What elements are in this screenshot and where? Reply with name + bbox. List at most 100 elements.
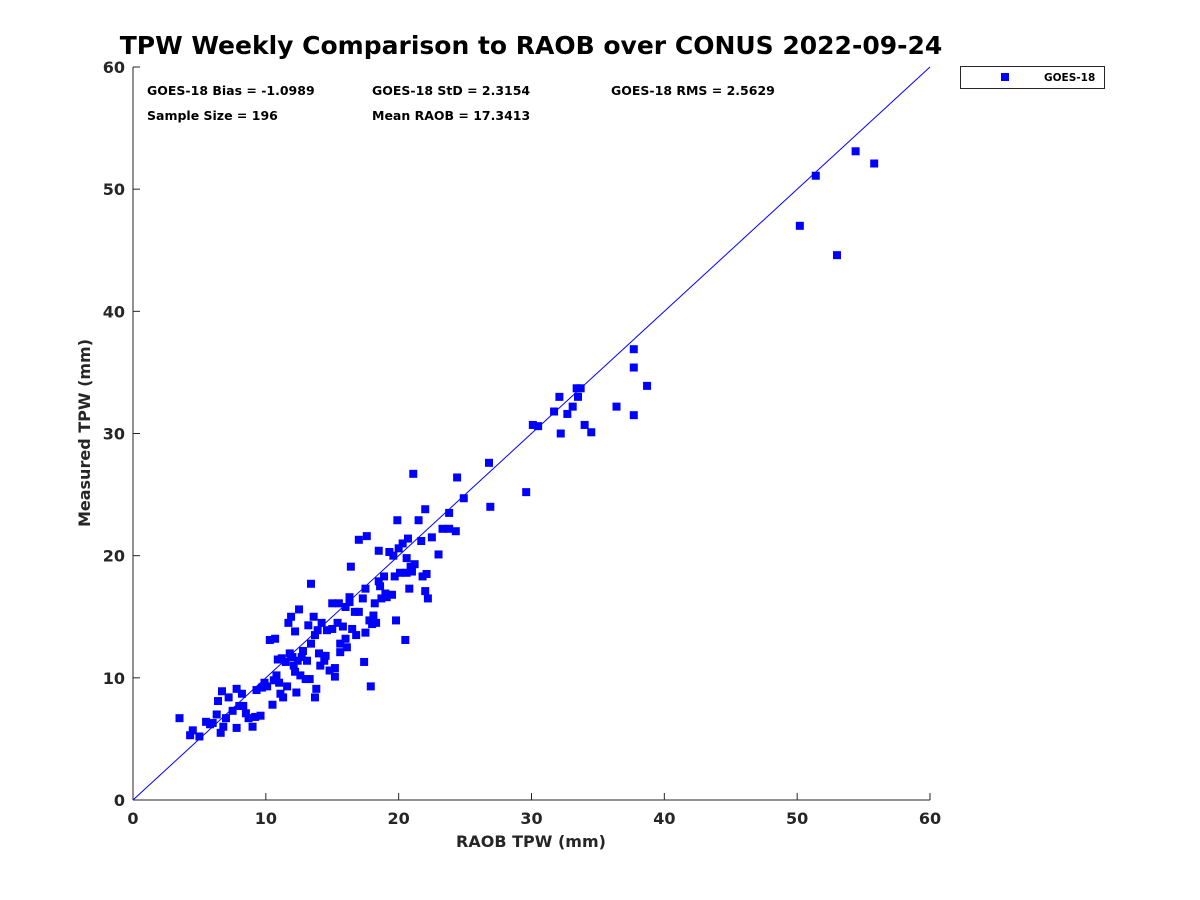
x-tick-label: 0 (127, 809, 138, 828)
data-point (345, 598, 354, 607)
data-point (410, 560, 419, 569)
data-point (299, 646, 308, 655)
data-point (305, 675, 314, 684)
data-point (272, 671, 281, 680)
x-tick-label: 60 (919, 809, 941, 828)
data-point (312, 684, 321, 693)
stat-mean-raob: Mean RAOB = 17.3413 (372, 108, 530, 123)
data-point (434, 550, 443, 559)
data-point (522, 488, 531, 497)
y-tick-label: 40 (103, 302, 125, 321)
data-point (283, 682, 292, 691)
data-point (237, 689, 246, 698)
x-tick-label: 10 (255, 809, 277, 828)
data-point (232, 723, 241, 732)
data-point (382, 593, 391, 602)
data-point (576, 384, 585, 393)
data-point (348, 624, 357, 633)
data-point (296, 671, 305, 680)
data-point (334, 599, 343, 608)
data-point (422, 569, 431, 578)
data-point (333, 618, 342, 627)
x-axis-label: RAOB TPW (mm) (456, 832, 606, 851)
data-point (409, 469, 418, 478)
data-point (325, 666, 334, 675)
stat-std: GOES-18 StD = 2.3154 (372, 83, 530, 98)
data-point (453, 473, 462, 482)
data-point (393, 516, 402, 525)
data-point (341, 634, 350, 643)
data-point (484, 458, 493, 467)
data-point (403, 534, 412, 543)
data-point (372, 618, 381, 627)
data-point (224, 693, 233, 702)
data-point (563, 409, 572, 418)
data-point (321, 651, 330, 660)
data-point (417, 537, 426, 546)
data-point (568, 402, 577, 411)
x-axis-ticks: 0 10 20 30 40 50 60 (127, 793, 941, 828)
stat-sample-size: Sample Size = 196 (147, 108, 278, 123)
data-point (451, 527, 460, 536)
y-tick-label: 10 (103, 669, 125, 688)
data-point (811, 171, 820, 180)
data-point (219, 722, 228, 731)
data-point (287, 612, 296, 621)
data-point (216, 728, 225, 737)
data-point (407, 567, 416, 576)
data-point (217, 687, 226, 696)
data-point (612, 402, 621, 411)
y-tick-label: 30 (103, 425, 125, 444)
data-point (629, 363, 638, 372)
data-point (341, 602, 350, 611)
y-tick-label: 0 (114, 791, 125, 810)
data-point (328, 599, 337, 608)
data-point (573, 392, 582, 401)
data-point (401, 635, 410, 644)
data-point (281, 657, 290, 666)
y-tick-label: 20 (103, 547, 125, 566)
data-point (330, 672, 339, 681)
data-point (322, 626, 331, 635)
data-point (851, 147, 860, 156)
legend-marker (1001, 73, 1009, 81)
data-point (314, 649, 323, 658)
data-point (629, 345, 638, 354)
data-point (376, 582, 385, 591)
x-tick-label: 20 (388, 809, 410, 828)
data-point (256, 711, 265, 720)
data-point (370, 599, 379, 608)
data-point (870, 159, 879, 168)
data-point (175, 714, 184, 723)
data-point (643, 381, 652, 390)
data-point (374, 546, 383, 555)
data-point (445, 508, 454, 517)
data-point (345, 593, 354, 602)
data-point (629, 411, 638, 420)
data-point (402, 568, 411, 577)
data-point (402, 554, 411, 563)
data-point (268, 700, 277, 709)
data-point (398, 539, 407, 548)
data-point (252, 686, 261, 695)
data-point (394, 544, 403, 553)
data-point (389, 551, 398, 560)
data-point (354, 535, 363, 544)
data-point (214, 697, 223, 706)
data-point (534, 422, 543, 431)
data-point (317, 618, 326, 627)
data-point (328, 624, 337, 633)
data-point (423, 594, 432, 603)
stats-annotations: GOES-18 Bias = -1.0989 GOES-18 StD = 2.3… (147, 83, 775, 123)
data-point (251, 712, 260, 721)
data-point (232, 684, 241, 693)
data-point (366, 682, 375, 691)
data-point (271, 634, 280, 643)
data-point (427, 533, 436, 542)
data-point (833, 251, 842, 260)
data-point (528, 420, 537, 429)
data-point (320, 656, 329, 665)
data-point (388, 590, 397, 599)
data-point (362, 532, 371, 541)
data-point (306, 579, 315, 588)
